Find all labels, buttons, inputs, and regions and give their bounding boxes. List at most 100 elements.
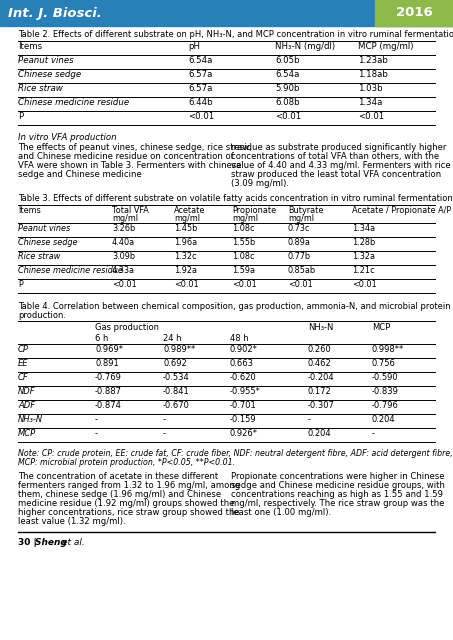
Text: 0.85ab: 0.85ab bbox=[288, 266, 316, 275]
Text: -: - bbox=[372, 429, 375, 438]
Text: 0.692: 0.692 bbox=[163, 359, 187, 368]
Text: straw produced the least total VFA concentration: straw produced the least total VFA conce… bbox=[231, 170, 441, 179]
Text: ADF: ADF bbox=[18, 401, 35, 410]
Text: 0.989**: 0.989** bbox=[163, 345, 195, 354]
Text: Chinese sedge: Chinese sedge bbox=[18, 70, 81, 79]
Text: CP: CP bbox=[18, 345, 29, 354]
Text: Items: Items bbox=[18, 206, 41, 215]
Text: NDF: NDF bbox=[18, 387, 36, 396]
Text: pH: pH bbox=[188, 42, 200, 51]
Text: MCP: MCP bbox=[18, 429, 36, 438]
Text: higher concentrations, rice straw group showed the: higher concentrations, rice straw group … bbox=[18, 508, 240, 517]
Text: 30 |: 30 | bbox=[18, 538, 40, 547]
Text: them, chinese sedge (1.96 mg/ml) and Chinese: them, chinese sedge (1.96 mg/ml) and Chi… bbox=[18, 490, 221, 499]
Text: -0.590: -0.590 bbox=[372, 373, 399, 382]
Text: -0.955*: -0.955* bbox=[230, 387, 261, 396]
Text: VFA were shown in Table 3. Fermenters with chinese: VFA were shown in Table 3. Fermenters wi… bbox=[18, 161, 241, 170]
Text: 0.663: 0.663 bbox=[230, 359, 254, 368]
Text: P: P bbox=[18, 112, 23, 121]
Text: Propionate: Propionate bbox=[232, 206, 276, 215]
Text: 6.08b: 6.08b bbox=[275, 98, 299, 107]
Text: 1.34a: 1.34a bbox=[358, 98, 382, 107]
Text: 0.969*: 0.969* bbox=[95, 345, 123, 354]
Text: 1.28b: 1.28b bbox=[352, 238, 375, 247]
Text: Peanut vines: Peanut vines bbox=[18, 224, 70, 233]
Text: 1.34a: 1.34a bbox=[352, 224, 375, 233]
Text: mg/ml: mg/ml bbox=[174, 214, 200, 223]
Text: The effects of peanut vines, chinese sedge, rice straw,: The effects of peanut vines, chinese sed… bbox=[18, 143, 252, 152]
Text: Table 2. Effects of different substrate on pH, NH₃-N, and MCP concentration in v: Table 2. Effects of different substrate … bbox=[18, 30, 453, 39]
Text: -0.670: -0.670 bbox=[163, 401, 190, 410]
Text: -0.534: -0.534 bbox=[163, 373, 190, 382]
Text: 6.54a: 6.54a bbox=[188, 56, 212, 65]
Text: 6.44b: 6.44b bbox=[188, 98, 212, 107]
Text: <0.01: <0.01 bbox=[352, 280, 377, 289]
Text: -0.620: -0.620 bbox=[230, 373, 257, 382]
Text: and Chinese medicine residue on concentration of: and Chinese medicine residue on concentr… bbox=[18, 152, 234, 161]
Text: -0.204: -0.204 bbox=[308, 373, 335, 382]
Text: (3.09 mg/ml).: (3.09 mg/ml). bbox=[231, 179, 289, 188]
Text: sedge and Chinese medicine residue groups, with: sedge and Chinese medicine residue group… bbox=[231, 481, 445, 490]
Text: production.: production. bbox=[18, 311, 66, 320]
Bar bbox=[375, 0, 453, 26]
Text: Sheng: Sheng bbox=[35, 538, 70, 547]
Text: Chinese medicine residue: Chinese medicine residue bbox=[18, 266, 123, 275]
Text: 24 h: 24 h bbox=[163, 334, 182, 343]
Text: 1.21c: 1.21c bbox=[352, 266, 375, 275]
Text: residue as substrate produced significantly higher: residue as substrate produced significan… bbox=[231, 143, 446, 152]
Text: -: - bbox=[95, 429, 98, 438]
Text: Total VFA: Total VFA bbox=[112, 206, 149, 215]
Text: -: - bbox=[163, 429, 166, 438]
Text: <0.01: <0.01 bbox=[112, 280, 137, 289]
Text: 0.172: 0.172 bbox=[308, 387, 332, 396]
Text: MCP: microbial protein production, *P<0.05, **P<0.01.: MCP: microbial protein production, *P<0.… bbox=[18, 458, 235, 467]
Text: 48 h: 48 h bbox=[230, 334, 249, 343]
Text: -: - bbox=[308, 415, 311, 424]
Text: 2016: 2016 bbox=[395, 6, 432, 19]
Text: 6.54a: 6.54a bbox=[275, 70, 299, 79]
Text: <0.01: <0.01 bbox=[275, 112, 301, 121]
Text: sedge and Chinese medicine: sedge and Chinese medicine bbox=[18, 170, 142, 179]
Text: 1.59a: 1.59a bbox=[232, 266, 255, 275]
Text: 0.204: 0.204 bbox=[372, 415, 395, 424]
Text: Acetate: Acetate bbox=[174, 206, 205, 215]
Text: 1.32a: 1.32a bbox=[352, 252, 375, 261]
Text: Chinese medicine residue: Chinese medicine residue bbox=[18, 98, 129, 107]
Text: 0.260: 0.260 bbox=[308, 345, 332, 354]
Text: In vitro VFA production: In vitro VFA production bbox=[18, 133, 116, 142]
Text: -0.887: -0.887 bbox=[95, 387, 122, 396]
Text: Rice straw: Rice straw bbox=[18, 252, 60, 261]
Text: 0.77b: 0.77b bbox=[288, 252, 311, 261]
Text: Gas production: Gas production bbox=[95, 323, 159, 332]
Text: -: - bbox=[163, 415, 166, 424]
Text: 1.45b: 1.45b bbox=[174, 224, 198, 233]
Text: least one (1.00 mg/ml).: least one (1.00 mg/ml). bbox=[231, 508, 331, 517]
Text: Rice straw: Rice straw bbox=[18, 84, 63, 93]
Text: 1.96a: 1.96a bbox=[174, 238, 197, 247]
Text: least value (1.32 mg/ml).: least value (1.32 mg/ml). bbox=[18, 517, 125, 526]
Text: mg/ml: mg/ml bbox=[288, 214, 314, 223]
Text: et al.: et al. bbox=[62, 538, 85, 547]
Text: Note: CP: crude protein, EE: crude fat, CF: crude fiber, NDF: neutral detergent : Note: CP: crude protein, EE: crude fat, … bbox=[18, 449, 453, 458]
Text: Propionate concentrations were higher in Chinese: Propionate concentrations were higher in… bbox=[231, 472, 444, 481]
Text: EE: EE bbox=[18, 359, 29, 368]
Text: NH₃-N: NH₃-N bbox=[18, 415, 43, 424]
Text: medicine residue (1.92 mg/ml) groups showed the: medicine residue (1.92 mg/ml) groups sho… bbox=[18, 499, 234, 508]
Text: mg/ml: mg/ml bbox=[112, 214, 138, 223]
Text: MCP: MCP bbox=[372, 323, 390, 332]
Text: Peanut vines: Peanut vines bbox=[18, 56, 74, 65]
Text: 0.926*: 0.926* bbox=[230, 429, 258, 438]
Text: 6 h: 6 h bbox=[95, 334, 108, 343]
Text: 5.90b: 5.90b bbox=[275, 84, 299, 93]
Text: <0.01: <0.01 bbox=[188, 112, 214, 121]
Text: 0.73c: 0.73c bbox=[288, 224, 310, 233]
Text: -: - bbox=[95, 415, 98, 424]
Text: MCP (mg/ml): MCP (mg/ml) bbox=[358, 42, 414, 51]
Text: -0.796: -0.796 bbox=[372, 401, 399, 410]
Text: -0.307: -0.307 bbox=[308, 401, 335, 410]
Text: -0.769: -0.769 bbox=[95, 373, 122, 382]
Text: P: P bbox=[18, 280, 23, 289]
Text: 1.32c: 1.32c bbox=[174, 252, 197, 261]
Text: <0.01: <0.01 bbox=[232, 280, 257, 289]
Text: NH₃-N: NH₃-N bbox=[308, 323, 333, 332]
